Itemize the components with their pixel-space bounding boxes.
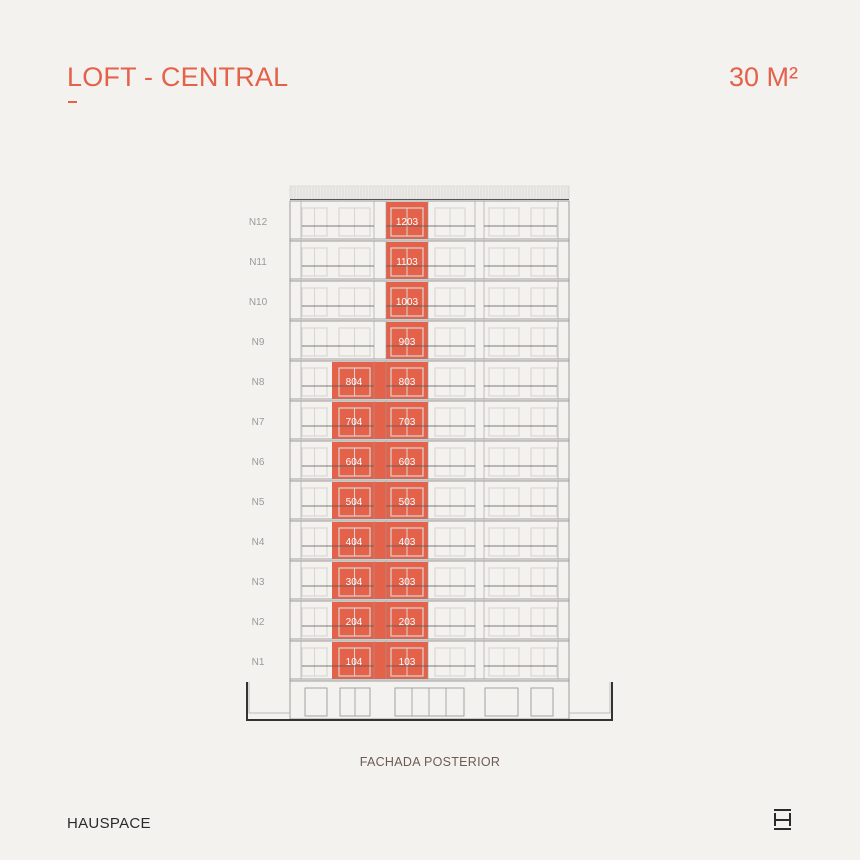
floor-label: N9: [252, 337, 265, 348]
floor-label: N4: [252, 537, 265, 548]
unit-label: 803: [399, 377, 416, 388]
floor-slab: [289, 280, 570, 322]
floor-N5: N5 504 503: [252, 480, 570, 522]
floor-slab: [289, 560, 570, 602]
unit-label: 504: [346, 497, 363, 508]
floor-label: N2: [252, 617, 265, 628]
floor-label: N10: [249, 297, 268, 308]
floor-N6: N6 604 603: [252, 440, 570, 482]
page-title: LOFT - CENTRAL: [67, 62, 289, 92]
floor-label: N7: [252, 417, 265, 428]
unit-label: 603: [399, 457, 416, 468]
unit-label: 103: [399, 657, 416, 668]
unit-label: 203: [399, 617, 416, 628]
unit-area: 30 M²: [728, 62, 798, 92]
roof-parapet: [289, 185, 570, 200]
brand-name: HAUSPACE: [67, 815, 151, 832]
floor-N3: N3 304 303: [252, 560, 570, 602]
unit-label: 303: [399, 577, 416, 588]
floor-slab: [289, 200, 570, 242]
floor-label: N12: [249, 217, 268, 228]
floor-N4: N4 404 403: [252, 520, 570, 562]
floor-label: N11: [249, 257, 267, 268]
hauspace-logo-icon: [774, 809, 791, 830]
floor-slab: [289, 520, 570, 562]
floor-label: N6: [252, 457, 265, 468]
floor-N11: N11 1103: [249, 240, 570, 282]
floor-N2: N2 204 203: [252, 600, 570, 642]
floor-label: N3: [252, 577, 265, 588]
floor-N9: N9 903: [252, 320, 570, 362]
unit-label: 1203: [396, 217, 419, 228]
floor-slab: [289, 360, 570, 402]
ground-door: [530, 687, 554, 717]
floor-slab: [289, 320, 570, 362]
floor-label: N8: [252, 377, 265, 388]
ground-door: [484, 687, 519, 717]
floor-N1: N1 104 103: [252, 640, 570, 682]
floor-N12: N12 1203: [249, 200, 570, 242]
floor-slab: [289, 640, 570, 682]
unit-label: 704: [346, 417, 363, 428]
floor-label: N5: [252, 497, 265, 508]
ground-door: [304, 687, 328, 717]
unit-label: 1003: [396, 297, 419, 308]
unit-label: 404: [346, 537, 363, 548]
unit-label: 104: [346, 657, 363, 668]
elevation-caption: FACHADA POSTERIOR: [359, 755, 501, 769]
unit-label: 204: [346, 617, 363, 628]
unit-label: 1103: [396, 257, 418, 268]
floor-N7: N7 704 703: [252, 400, 570, 442]
floor-slab: [289, 440, 570, 482]
floor-slab: [289, 600, 570, 642]
floor-slab: [289, 240, 570, 282]
site-outline: [246, 682, 613, 721]
floor-label: N1: [252, 657, 265, 668]
site-wall: [248, 682, 611, 714]
unit-label: 804: [346, 377, 363, 388]
ground-door: [394, 687, 465, 717]
title-underline: [68, 101, 77, 103]
unit-label: 903: [399, 337, 416, 348]
unit-label: 304: [346, 577, 363, 588]
floor-N8: N8 804 803: [252, 360, 570, 402]
floor-slab: [289, 400, 570, 442]
unit-label: 703: [399, 417, 416, 428]
unit-label: 604: [346, 457, 363, 468]
floor-N10: N10 1003: [249, 280, 570, 322]
unit-label: 403: [399, 537, 416, 548]
ground-floor: [289, 680, 570, 720]
unit-label: 503: [399, 497, 416, 508]
floor-slab: [289, 480, 570, 522]
